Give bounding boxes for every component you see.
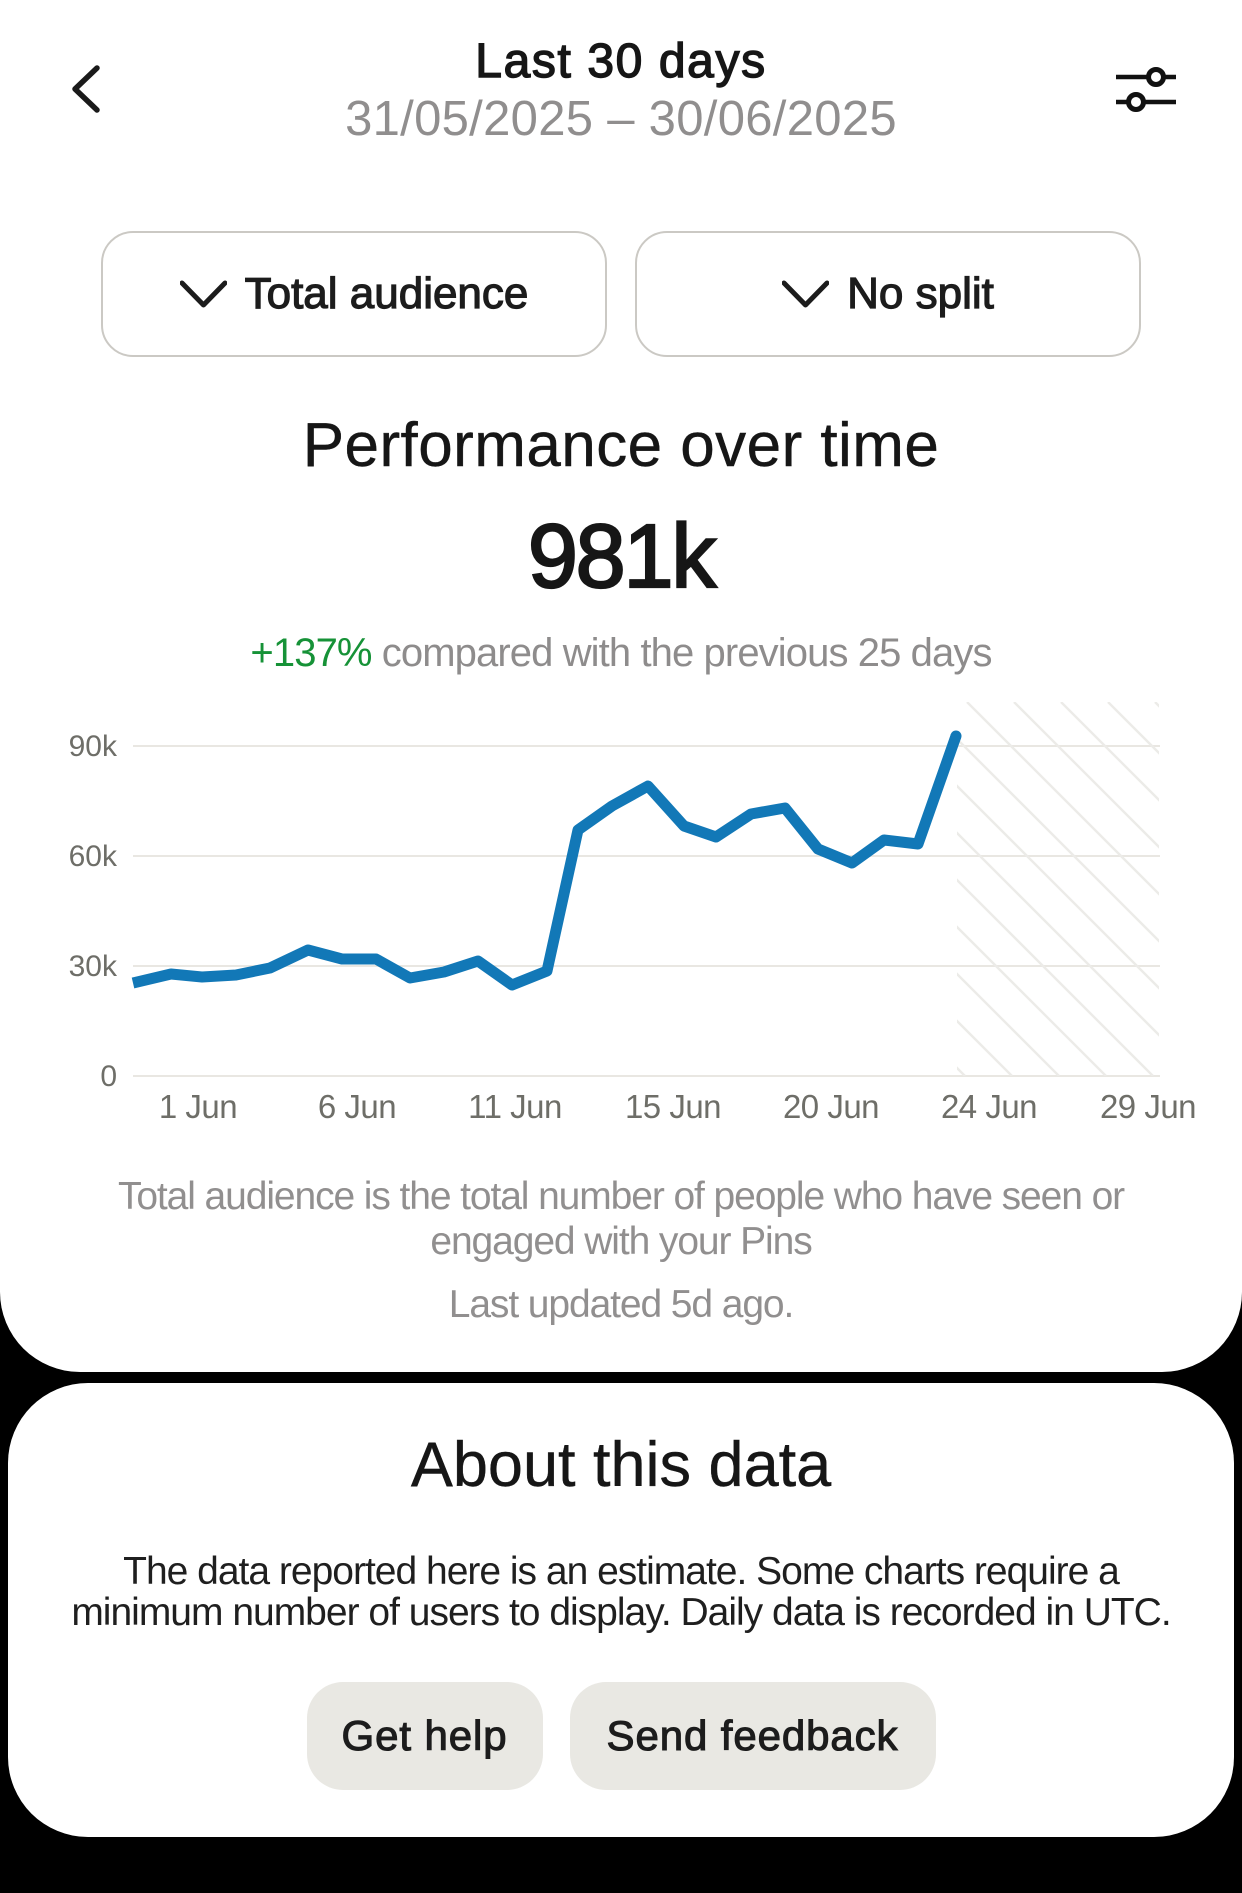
svg-text:11 Jun: 11 Jun [468, 1088, 562, 1125]
svg-text:15 Jun: 15 Jun [625, 1088, 721, 1125]
svg-text:6 Jun: 6 Jun [318, 1088, 396, 1125]
svg-text:30k: 30k [69, 950, 118, 983]
svg-text:60k: 60k [69, 840, 118, 873]
svg-text:24 Jun: 24 Jun [941, 1088, 1037, 1125]
svg-text:29 Jun: 29 Jun [1100, 1088, 1196, 1125]
svg-text:90k: 90k [69, 730, 118, 763]
svg-text:20 Jun: 20 Jun [783, 1088, 879, 1125]
svg-text:0: 0 [100, 1060, 117, 1093]
svg-text:1 Jun: 1 Jun [159, 1088, 237, 1125]
